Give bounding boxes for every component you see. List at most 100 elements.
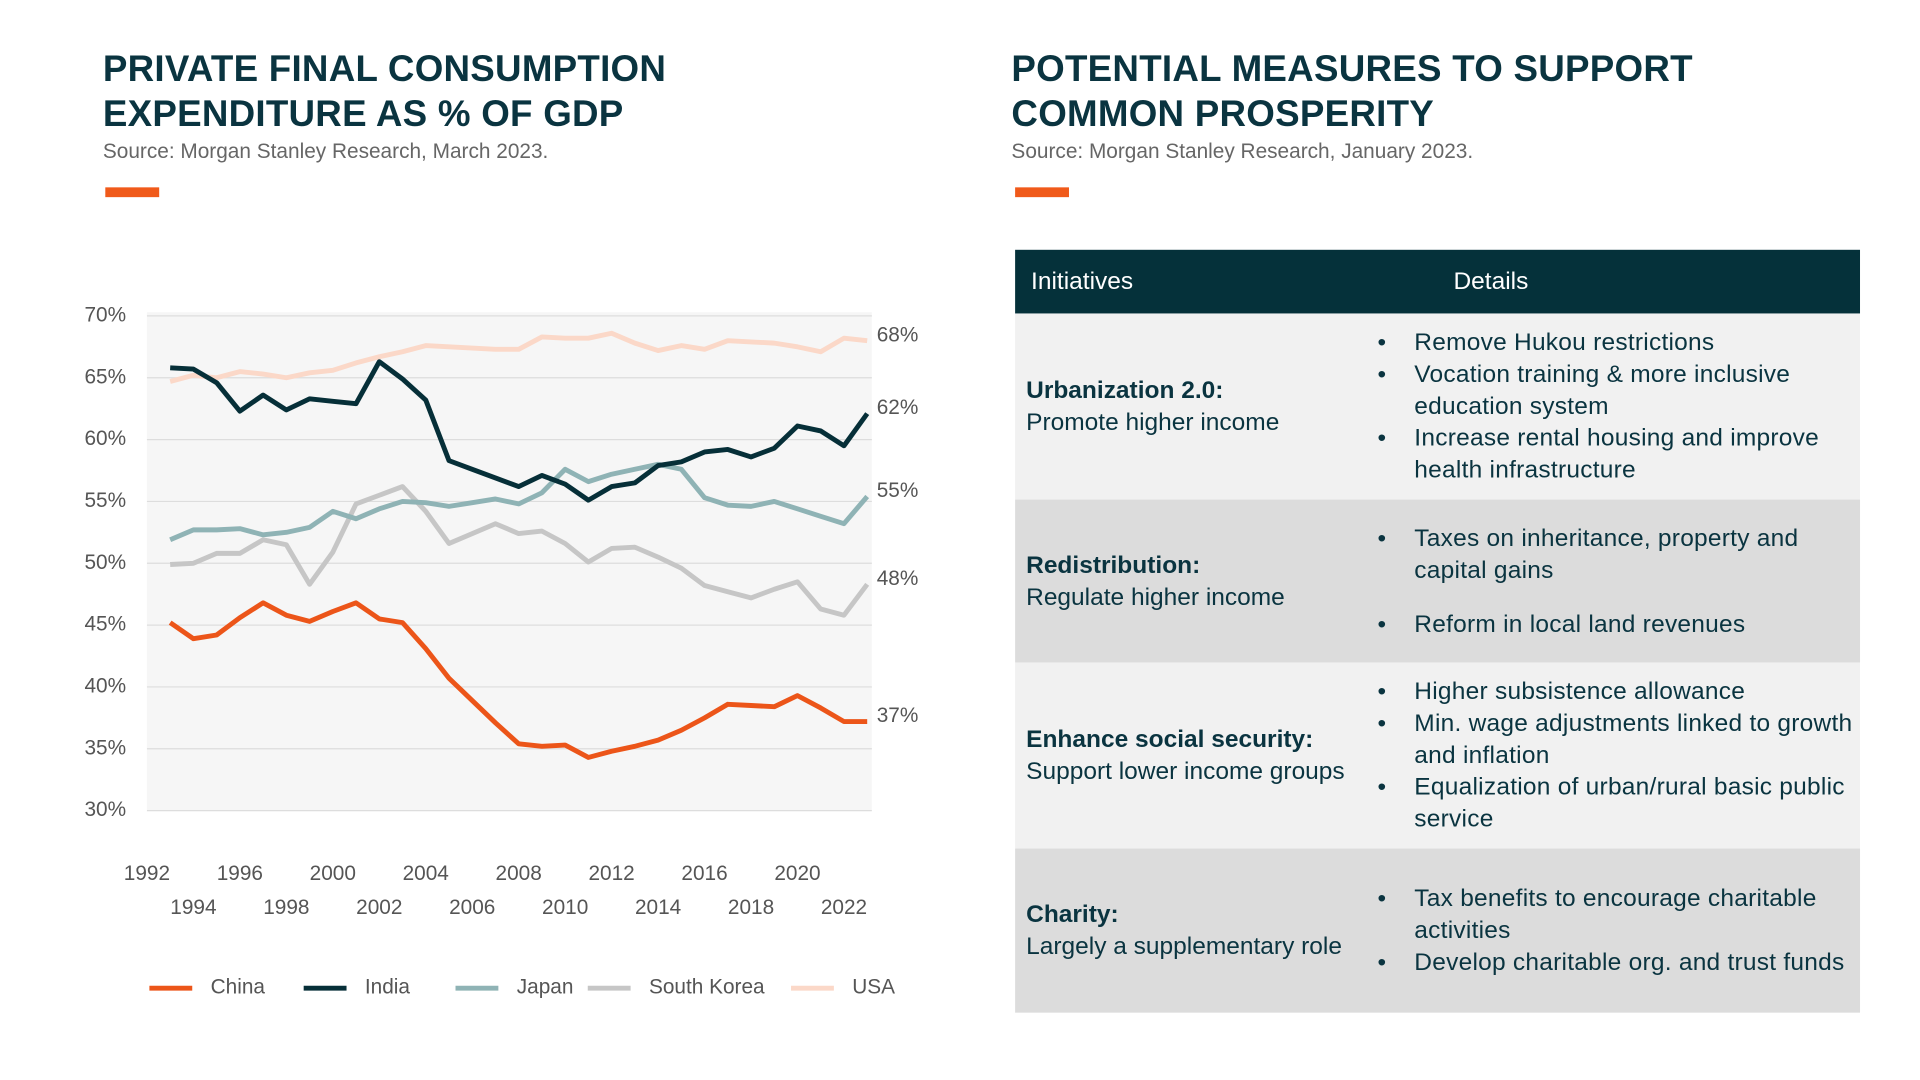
legend-label: Japan: [517, 976, 574, 999]
detail-text: Taxes on inheritance, property and capit…: [1414, 524, 1799, 584]
bullet: •: [1377, 885, 1387, 913]
details-cell: • Remove Hukou restrictions • Vocation trai…: [1370, 327, 1860, 486]
details-cell: • Taxes on inheritance, property and capi…: [1370, 522, 1860, 640]
initiative-name: Redistribution:: [1026, 551, 1201, 579]
end-label: 55%: [877, 479, 919, 502]
column-header: Details: [1453, 267, 1529, 295]
initiative-description: Regulate higher income: [1026, 583, 1285, 611]
detail-item: • Higher subsistence allowance: [1378, 676, 1860, 708]
x-tick-label: 1992: [124, 862, 170, 885]
x-tick-label: 1994: [170, 896, 216, 919]
x-tick-label: 2014: [635, 896, 681, 919]
detail-item: • Vocation training & more inclusive educ…: [1378, 359, 1860, 423]
detail-item: • Tax benefits to encourage charitable ac…: [1378, 883, 1860, 947]
accent-bar: [1015, 187, 1069, 198]
details-cell: • Tax benefits to encourage charitable ac…: [1370, 883, 1860, 979]
x-tick-label: 2002: [356, 896, 402, 919]
series-line: [170, 359, 870, 503]
detail-item: • Min. wage adjustments linked to growth …: [1378, 708, 1860, 772]
column-header: Initiatives: [1031, 267, 1134, 295]
y-tick-label: 70%: [84, 303, 126, 326]
legend-label: China: [211, 976, 266, 999]
y-tick-label: 65%: [84, 365, 126, 388]
initiative-name: Charity:: [1026, 901, 1119, 929]
initiative-cell: Urbanization 2.0: Promote higher income: [1015, 375, 1370, 439]
series-line: [169, 461, 870, 543]
detail-item: • Taxes on inheritance, property and capi…: [1378, 522, 1860, 586]
detail-item: • Equalization of urban/rural basic publi…: [1378, 771, 1860, 835]
end-label: 48%: [877, 567, 919, 590]
end-label: 37%: [877, 704, 919, 727]
x-tick-label: 2018: [728, 896, 774, 919]
legend-label: India: [365, 976, 411, 999]
detail-text: Tax benefits to encourage charitable act…: [1414, 885, 1817, 945]
x-tick-label: 2022: [821, 896, 867, 919]
initiative-cell: Charity: Largely a supplementary role: [1015, 899, 1370, 963]
initiative-description: Promote higher income: [1026, 408, 1280, 436]
end-label: 68%: [877, 323, 919, 346]
initiative-description: Support lower income groups: [1026, 757, 1345, 785]
detail-text: Vocation training & more inclusive educa…: [1414, 361, 1791, 421]
x-tick-label: 2004: [403, 862, 449, 885]
legend-label: South Korea: [649, 976, 765, 999]
y-tick-label: 35%: [84, 736, 126, 759]
chart-title: PRIVATE FINAL CONSUMPTION EXPENDITURE AS…: [102, 48, 667, 135]
detail-text: Remove Hukou restrictions: [1414, 329, 1715, 357]
detail-text: Min. wage adjustments linked to growth a…: [1414, 710, 1853, 769]
table-header: Initiatives Details: [1015, 249, 1861, 314]
bullet: •: [1377, 424, 1387, 452]
series-line: [169, 330, 868, 384]
bullet: •: [1377, 948, 1387, 976]
table-row: Redistribution: Regulate higher income • Ta…: [1015, 499, 1861, 663]
detail-item: • Remove Hukou restrictions: [1378, 327, 1860, 359]
bullet: •: [1377, 773, 1387, 801]
table-row: Enhance social security: Support lower in…: [1015, 662, 1861, 849]
table-row: Urbanization 2.0: Promote higher income • R…: [1015, 313, 1861, 500]
measures-table: Initiatives Details Urbanization 2.0: Promo…: [1015, 249, 1861, 1013]
x-tick-label: 1998: [263, 896, 309, 919]
detail-item: • Develop charitable org. and trust funds: [1378, 947, 1860, 979]
x-tick-label: 2006: [449, 896, 495, 919]
chart: 70% 65% 60% 55% 50% 45% 40% 35% 30% 1992199419961…: [84, 303, 919, 999]
bullet: •: [1377, 678, 1387, 706]
series-line: [168, 600, 868, 760]
x-tick-label: 2016: [681, 862, 727, 885]
detail-text: Equalization of urban/rural basic public…: [1414, 773, 1845, 833]
end-label: 62%: [877, 396, 919, 419]
y-tick-label: 50%: [84, 551, 126, 574]
bullet: •: [1377, 329, 1387, 357]
bullet: •: [1377, 610, 1387, 638]
bullet: •: [1377, 710, 1387, 738]
y-tick-label: 30%: [84, 798, 126, 821]
detail-item: • Increase rental housing and improve hea…: [1378, 422, 1860, 486]
y-tick-label: 45%: [84, 613, 126, 636]
x-tick-label: 2008: [496, 862, 542, 885]
y-tick-label: 40%: [84, 674, 126, 697]
detail-item: • Reform in local land revenues: [1378, 608, 1860, 640]
bullet: •: [1377, 361, 1387, 389]
y-tick-label: 55%: [84, 489, 126, 512]
details-cell: • Higher subsistence allowance • Min. wage …: [1370, 676, 1860, 835]
x-tick-label: 2020: [774, 862, 820, 885]
detail-text: Develop charitable org. and trust funds: [1414, 948, 1845, 976]
x-tick-label: 2012: [588, 862, 634, 885]
x-tick-label: 2010: [542, 896, 588, 919]
table-title: POTENTIAL MEASURES TO SUPPORT COMMON PRO…: [1011, 48, 1693, 135]
legend-label: USA: [852, 976, 895, 999]
accent-bar: [105, 187, 160, 198]
x-tick-label: 1996: [217, 862, 263, 885]
initiative-name: Enhance social security:: [1026, 726, 1314, 754]
x-tick-label: 2000: [310, 862, 356, 885]
initiative-name: Urbanization 2.0:: [1026, 377, 1224, 405]
initiative-description: Largely a supplementary role: [1026, 933, 1342, 961]
chart-source: Source: Morgan Stanley Research, March 2…: [102, 139, 549, 163]
initiative-cell: Redistribution: Regulate higher income: [1015, 549, 1370, 613]
bullet: •: [1377, 524, 1387, 552]
detail-text: Reform in local land revenues: [1414, 610, 1746, 638]
table-source: Source: Morgan Stanley Research, January…: [1011, 139, 1474, 163]
y-tick-label: 60%: [84, 427, 126, 450]
detail-text: Higher subsistence allowance: [1414, 678, 1746, 706]
initiative-cell: Enhance social security: Support lower in…: [1015, 724, 1370, 788]
table-row: Charity: Largely a supplementary role • Tax…: [1015, 848, 1861, 1013]
